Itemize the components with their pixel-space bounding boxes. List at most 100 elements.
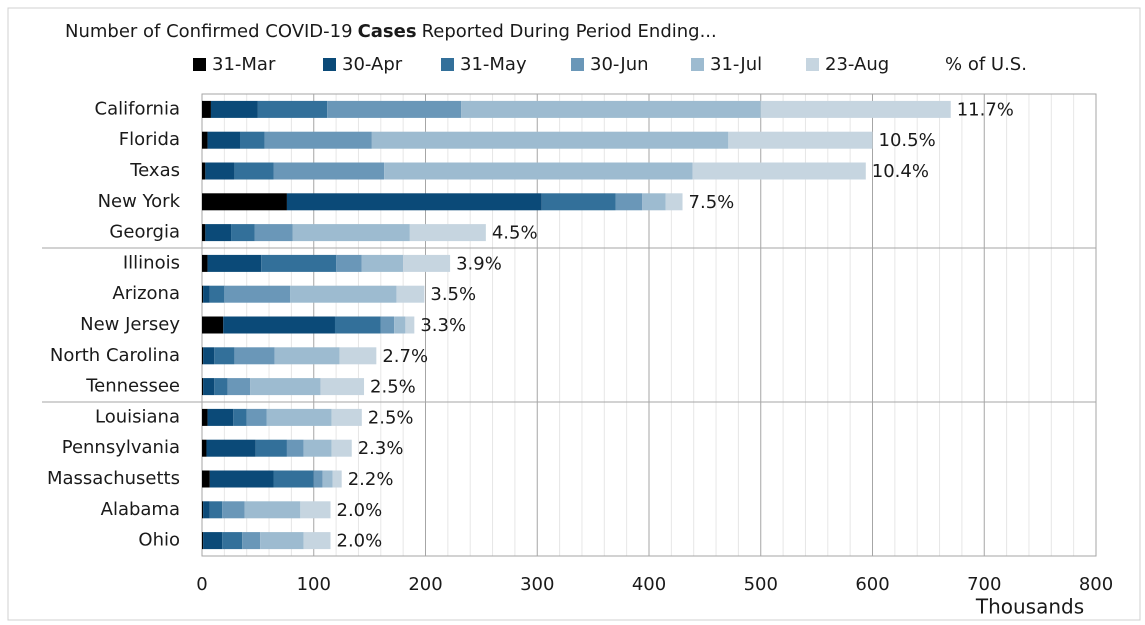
legend-swatch xyxy=(441,58,454,71)
bar-segment xyxy=(202,532,204,550)
legend-label: 31-Mar xyxy=(212,54,276,75)
bar-segment xyxy=(290,285,397,303)
share-label: 2.5% xyxy=(370,377,416,398)
share-label: 2.0% xyxy=(337,500,383,521)
bar-segment xyxy=(409,224,486,242)
bar-segment xyxy=(286,193,542,211)
legend-swatch xyxy=(323,58,336,71)
bar-segment xyxy=(303,439,332,457)
x-tick-label: 800 xyxy=(1079,574,1113,595)
bar-segment xyxy=(760,100,951,118)
bar-segment xyxy=(202,193,287,211)
bar-segment xyxy=(260,532,304,550)
share-label: 2.2% xyxy=(348,469,394,490)
title-part: Cases xyxy=(358,21,417,42)
bar-segment xyxy=(322,470,333,488)
bar-segment xyxy=(313,470,323,488)
y-tick-label: New York xyxy=(98,191,181,212)
bar-segment xyxy=(257,100,328,118)
title-part: Reported During Period Ending... xyxy=(422,21,717,42)
bar-segment xyxy=(336,254,362,272)
bar-segment xyxy=(255,439,287,457)
y-tick-label: Florida xyxy=(119,129,180,150)
bar-segment xyxy=(203,285,210,303)
bar-segment xyxy=(210,100,258,118)
bar-segment xyxy=(224,285,291,303)
legend-label: 30-Apr xyxy=(342,54,403,75)
share-label: 2.7% xyxy=(382,346,428,367)
bar-segment xyxy=(233,408,247,426)
bar-segment xyxy=(202,162,206,180)
bar-segment xyxy=(394,316,406,334)
bar-segment xyxy=(246,408,267,426)
chart-title: Number of Confirmed COVID-19 Cases Reporte… xyxy=(65,21,717,42)
bar-segment xyxy=(286,439,304,457)
y-tick-label: Alabama xyxy=(101,499,180,520)
share-label: 3.9% xyxy=(456,253,502,274)
bar-segment xyxy=(203,532,223,550)
bar-segment xyxy=(292,224,410,242)
bar-segment xyxy=(332,470,342,488)
x-tick-label: 0 xyxy=(196,574,207,595)
bar-segment xyxy=(223,316,335,334)
bar-segment xyxy=(203,347,215,365)
y-tick-label: North Carolina xyxy=(50,345,180,366)
bar-segment xyxy=(227,378,251,396)
share-label: 10.5% xyxy=(879,130,936,151)
y-tick-label: California xyxy=(95,98,180,119)
bar-segment xyxy=(202,470,210,488)
share-label: 2.3% xyxy=(358,438,404,459)
bar-segment xyxy=(264,131,372,149)
bar-segment xyxy=(202,347,204,365)
bar-segment xyxy=(274,347,340,365)
share-label: 2.5% xyxy=(368,407,414,428)
bar-segment xyxy=(202,439,207,457)
bar-segment xyxy=(405,316,415,334)
bar-segment xyxy=(202,100,211,118)
bar-segment xyxy=(205,162,235,180)
share-label: 10.4% xyxy=(872,161,929,182)
bar-segment xyxy=(728,131,873,149)
bar-segment xyxy=(234,162,274,180)
y-tick-label: Arizona xyxy=(112,283,180,304)
bar-segment xyxy=(202,224,206,242)
bar-segment xyxy=(207,408,234,426)
bar-segment xyxy=(222,501,245,519)
bar-segment xyxy=(642,193,666,211)
bar-segment xyxy=(261,254,337,272)
bar-segment xyxy=(209,501,223,519)
bar-segment xyxy=(403,254,451,272)
bar-segment xyxy=(461,100,761,118)
share-label: 11.7% xyxy=(957,99,1014,120)
legend-label: 23-Aug xyxy=(825,54,889,75)
bar-segment xyxy=(209,470,274,488)
bar-segment xyxy=(273,162,385,180)
x-tick-label: 700 xyxy=(967,574,1001,595)
bar-segment xyxy=(214,378,228,396)
y-tick-label: Georgia xyxy=(109,222,180,243)
bar-segment xyxy=(234,347,275,365)
bar-segment xyxy=(239,131,265,149)
y-tick-label: Pennsylvania xyxy=(62,437,180,458)
bar-segment xyxy=(207,131,240,149)
title-part: Number of Confirmed COVID-19 xyxy=(65,21,353,42)
legend-label: 31-May xyxy=(460,54,527,75)
share-label: 2.0% xyxy=(337,531,383,552)
bar-segment xyxy=(665,193,683,211)
bar-segment xyxy=(615,193,643,211)
bar-segment xyxy=(202,501,204,519)
bar-segment xyxy=(273,470,314,488)
share-label: 7.5% xyxy=(689,192,735,213)
bar-segment xyxy=(207,254,262,272)
bar-segment xyxy=(214,347,235,365)
bar-segment xyxy=(202,316,224,334)
x-tick-label: 100 xyxy=(297,574,331,595)
y-tick-label: Texas xyxy=(129,160,180,181)
y-tick-label: Illinois xyxy=(123,252,180,273)
y-tick-label: Louisiana xyxy=(95,406,180,427)
bar-segment xyxy=(254,224,293,242)
bar-segment xyxy=(339,347,377,365)
bar-segment xyxy=(300,501,331,519)
bar-segment xyxy=(334,316,381,334)
